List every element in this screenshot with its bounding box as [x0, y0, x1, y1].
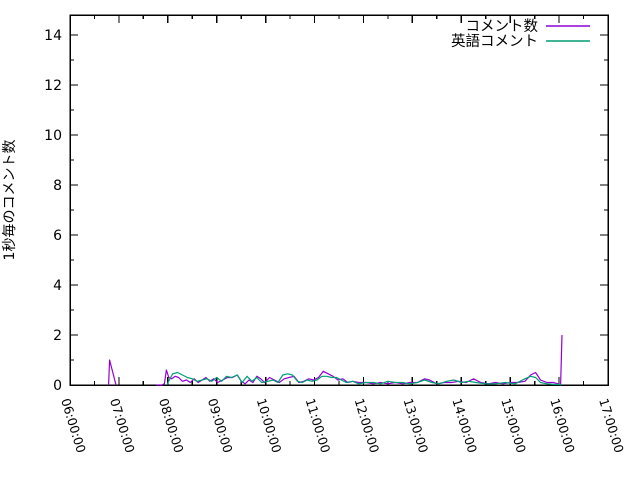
data-series: [108, 334, 563, 386]
x-tick-label: 14:00:00: [449, 396, 480, 454]
x-tick-label: 11:00:00: [303, 396, 334, 454]
y-tick-label: 6: [53, 228, 62, 244]
legend: コメント数 英語コメント: [451, 18, 590, 50]
y-tick-label: 14: [44, 28, 62, 44]
x-tick-label: 10:00:00: [254, 396, 285, 454]
x-tick-label: 17:00:00: [596, 396, 627, 454]
y-tick-label: 0: [53, 378, 62, 394]
y-axis-title: 1秒毎のコメント数: [2, 140, 18, 261]
series-line-english-comments: [166, 371, 562, 386]
plot-border: [69, 14, 609, 386]
x-tick-label: 12:00:00: [352, 396, 383, 454]
x-tick-label: 07:00:00: [107, 396, 138, 454]
y-tick-label: 12: [44, 78, 62, 94]
legend-label-english-comments: 英語コメント: [451, 32, 538, 50]
y-tick-label: 10: [44, 128, 62, 144]
x-tick-label: 08:00:00: [156, 396, 187, 454]
x-tick-label: 16:00:00: [547, 396, 578, 454]
x-tick-label: 06:00:00: [58, 396, 89, 454]
x-tick-label: 09:00:00: [205, 396, 236, 454]
x-tick-label: 13:00:00: [400, 396, 431, 454]
y-tick-label: 2: [53, 328, 62, 344]
x-tick-label: 15:00:00: [498, 396, 529, 454]
y-tick-label: 8: [53, 178, 62, 194]
y-tick-label: 4: [53, 278, 62, 294]
axis-ticks: 06:00:00 07:00:00 08:00:00 09:00:00 10:00:00…: [44, 15, 627, 455]
legend-label-comments: コメント数: [466, 18, 539, 35]
